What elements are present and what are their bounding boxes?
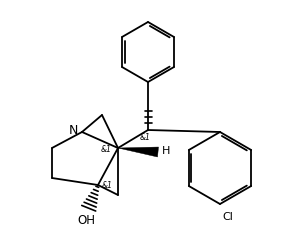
Text: N: N [69,123,78,137]
Polygon shape [118,147,159,157]
Text: H: H [162,146,171,156]
Text: &1: &1 [140,134,151,142]
Text: Cl: Cl [222,212,233,222]
Text: &1: &1 [102,182,113,190]
Text: OH: OH [77,214,95,227]
Text: &1: &1 [101,145,111,154]
